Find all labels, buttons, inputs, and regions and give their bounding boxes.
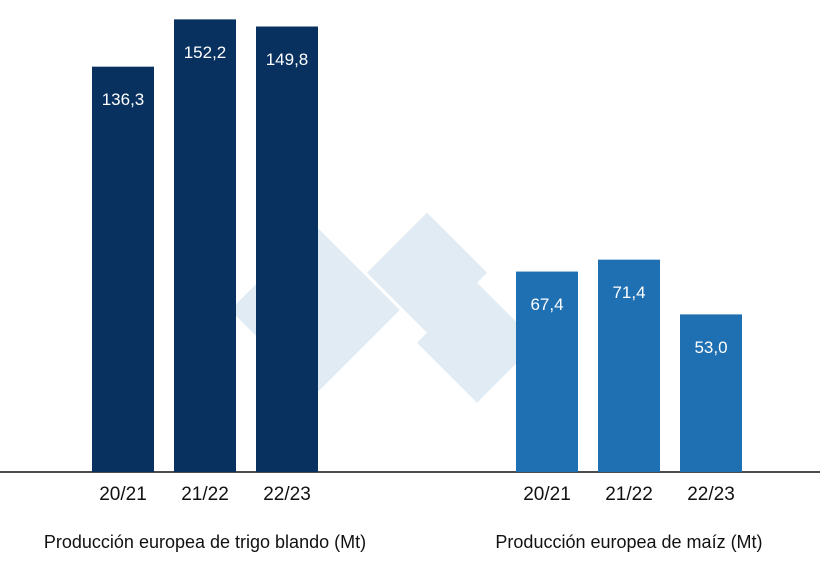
value-label: 53,0 xyxy=(694,338,727,357)
x-tick-label: 20/21 xyxy=(99,484,147,505)
value-label: 136,3 xyxy=(102,90,145,109)
bar xyxy=(174,19,236,472)
x-tick-label: 22/23 xyxy=(687,484,735,505)
x-tick-label: 22/23 xyxy=(263,484,311,505)
x-tick-label: 20/21 xyxy=(523,484,571,505)
x-tick-label: 21/22 xyxy=(605,484,653,505)
bar xyxy=(256,26,318,473)
value-label: 71,4 xyxy=(612,283,645,302)
x-axis-label: Producción europea de trigo blando (Mt) xyxy=(44,532,366,552)
value-label: 149,8 xyxy=(266,50,309,69)
bar xyxy=(598,259,660,472)
value-label: 152,2 xyxy=(184,43,227,62)
x-axis-label: Producción europea de maíz (Mt) xyxy=(495,532,762,552)
bar xyxy=(92,66,154,473)
bar xyxy=(516,271,578,472)
bar xyxy=(680,314,742,472)
value-label: 67,4 xyxy=(530,295,563,314)
x-tick-label: 21/22 xyxy=(181,484,229,505)
